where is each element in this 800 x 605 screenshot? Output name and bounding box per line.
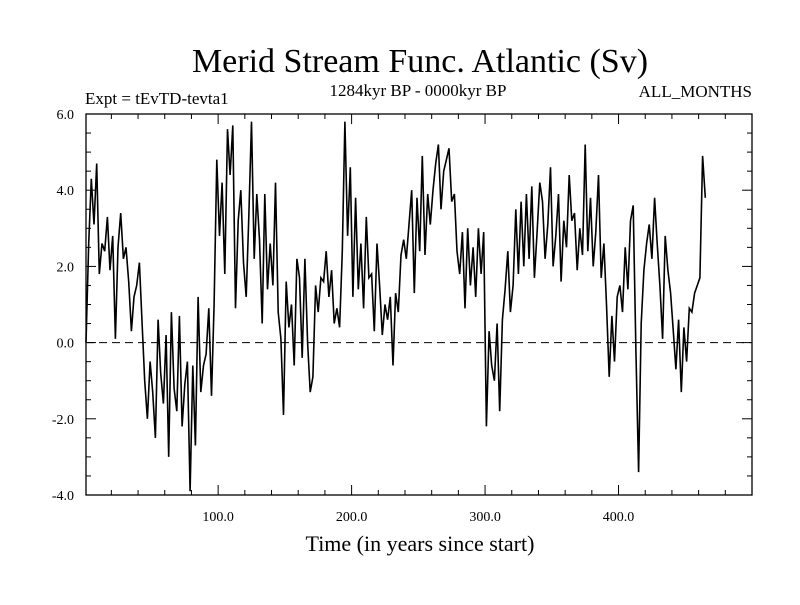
y-tick-label: 4.0 bbox=[57, 184, 75, 199]
x-tick-label: 100.0 bbox=[202, 510, 234, 525]
y-tick-label: -2.0 bbox=[52, 413, 74, 428]
series-line-0 bbox=[85, 121, 707, 492]
x-tick-label: 300.0 bbox=[469, 510, 501, 525]
y-tick-label: -4.0 bbox=[52, 489, 74, 504]
x-tick-label: 400.0 bbox=[603, 510, 635, 525]
y-tick-label: 6.0 bbox=[57, 108, 75, 123]
months-label: ALL_MONTHS bbox=[639, 82, 752, 101]
time-range-label: 1284kyr BP - 0000kyr BP bbox=[330, 81, 507, 100]
y-tick-label: 0.0 bbox=[57, 337, 75, 352]
chart-title: Merid Stream Func. Atlantic (Sv) bbox=[192, 43, 648, 80]
plot-frame bbox=[85, 113, 753, 496]
y-tick-label: 2.0 bbox=[57, 260, 75, 275]
x-axis-label: Time (in years since start) bbox=[306, 531, 535, 556]
x-tick-label: 200.0 bbox=[336, 510, 368, 525]
experiment-label: Expt = tEvTD-tevta1 bbox=[85, 89, 229, 108]
